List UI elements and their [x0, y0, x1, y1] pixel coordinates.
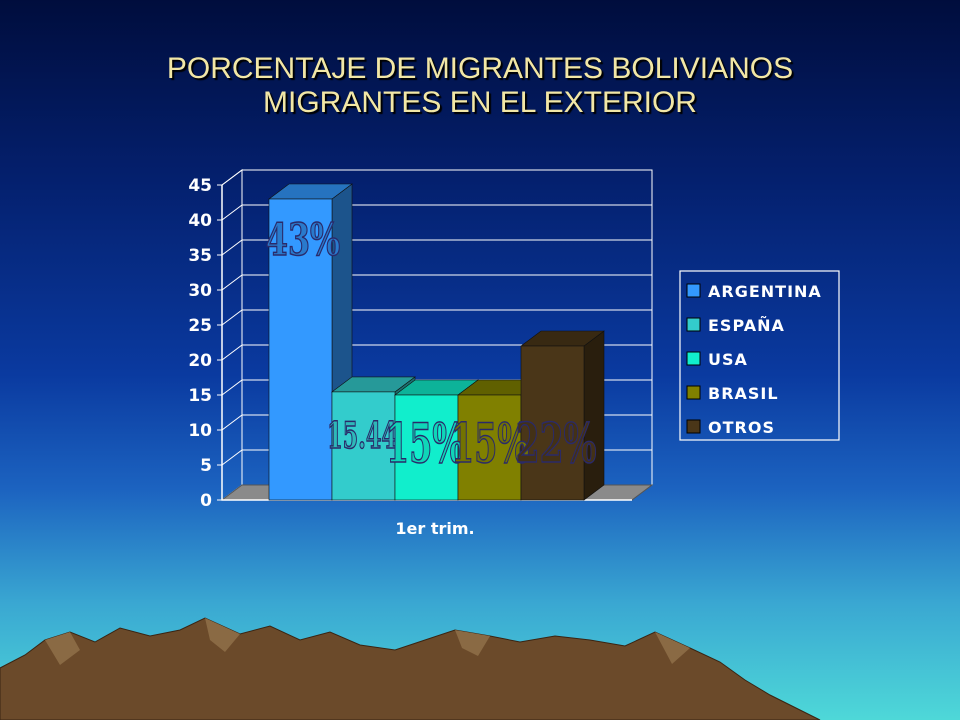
y-tick-label: 45	[188, 176, 212, 196]
y-tick-label: 35	[188, 246, 212, 266]
legend-label: USA	[708, 350, 748, 369]
mountains	[0, 617, 821, 720]
y-tick-label: 10	[188, 421, 212, 441]
bar-argentina	[268, 183, 353, 501]
gridline	[221, 239, 652, 256]
chart-legend: ARGENTINA ESPAÑA USA BRASIL OTROS	[679, 270, 840, 441]
data-label-españa: 15.44	[327, 416, 397, 458]
legend-swatch	[686, 317, 701, 332]
y-tick-label: 0	[200, 491, 212, 511]
legend-item-españa: ESPAÑA	[686, 316, 785, 335]
legend-box	[679, 270, 840, 441]
legend-swatch	[686, 283, 701, 298]
legend-swatch	[686, 419, 701, 434]
y-tick-label: 25	[188, 316, 212, 336]
gridline	[221, 204, 652, 221]
legend-item-argentina: ARGENTINA	[686, 282, 822, 301]
title-line-2: MIGRANTES EN EL EXTERIOR	[263, 86, 697, 119]
legend-item-otros: OTROS	[686, 418, 775, 437]
data-label-brasil: 15%	[451, 412, 529, 476]
x-category-label: 1er trim.	[395, 519, 474, 538]
chart-bars	[268, 183, 605, 501]
legend-label: ARGENTINA	[708, 282, 822, 301]
legend-label: OTROS	[708, 418, 775, 437]
gridline	[221, 169, 652, 186]
bar-front	[457, 394, 522, 501]
data-label-usa: 15%	[386, 412, 464, 476]
legend-swatch	[686, 385, 701, 400]
data-label-argentina: 43%	[266, 215, 340, 267]
legend-swatch	[686, 351, 701, 366]
legend-item-brasil: BRASIL	[686, 384, 779, 403]
title-line-1: PORCENTAJE DE MIGRANTES BOLIVIANOS	[166, 52, 794, 85]
bar-front	[520, 345, 585, 501]
legend-label: ESPAÑA	[708, 316, 785, 335]
legend-label: BRASIL	[708, 384, 779, 403]
slide-title: PORCENTAJE DE MIGRANTES BOLIVIANOS MIGRA…	[60, 52, 900, 120]
gridline	[221, 274, 652, 291]
gridline	[221, 344, 652, 361]
gridline	[221, 309, 652, 326]
y-tick-label: 40	[188, 211, 212, 231]
y-tick-label: 15	[188, 386, 212, 406]
chart-side-wall	[221, 169, 243, 501]
data-label-otros: 22%	[516, 411, 597, 475]
bar-front	[268, 198, 333, 501]
y-tick-label: 20	[188, 351, 212, 371]
legend-item-usa: USA	[686, 350, 748, 369]
bar-front	[331, 391, 396, 501]
y-tick-label: 30	[188, 281, 212, 301]
y-tick-label: 5	[200, 456, 212, 476]
bar-otros	[520, 330, 605, 501]
